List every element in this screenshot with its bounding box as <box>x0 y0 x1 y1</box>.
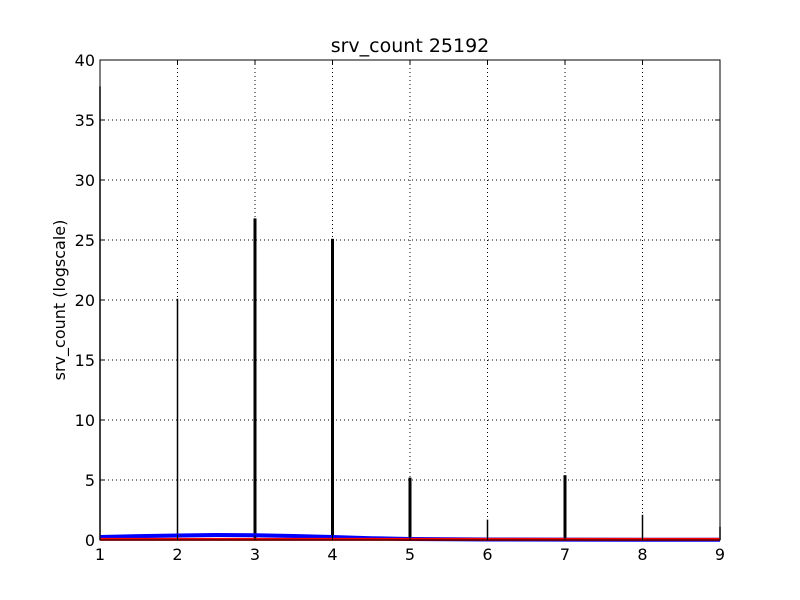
x-tick-label: 1 <box>95 545 105 564</box>
bar <box>176 298 179 540</box>
bar <box>486 519 489 540</box>
y-tick-label: 35 <box>75 111 95 130</box>
y-tick-label: 20 <box>75 291 95 310</box>
y-tick-label: 15 <box>75 351 95 370</box>
y-tick-label: 25 <box>75 231 95 250</box>
chart-title: srv_count 25192 <box>331 35 490 57</box>
x-tick-label: 8 <box>637 545 647 564</box>
y-tick-label: 5 <box>85 471 95 490</box>
y-axis-title: srv_count (logscale) <box>50 220 70 381</box>
x-tick-label: 3 <box>250 545 260 564</box>
bar <box>408 477 412 540</box>
x-tick-label: 9 <box>715 545 725 564</box>
bar <box>331 238 334 541</box>
bar <box>253 218 257 540</box>
y-tick-label: 10 <box>75 411 95 430</box>
x-tick-label: 6 <box>482 545 492 564</box>
y-tick-label: 30 <box>75 171 95 190</box>
x-tick-label: 4 <box>327 545 337 564</box>
x-tick-label: 7 <box>560 545 570 564</box>
x-tick-label: 5 <box>405 545 415 564</box>
y-tick-label: 0 <box>85 531 95 550</box>
ticks <box>99 59 721 541</box>
y-tick-label: 40 <box>75 51 95 70</box>
tick-labels: 0 5 10 15 20 25 30 35 40 1 2 3 4 5 6 7 8 9 <box>75 51 725 564</box>
x-tick-label: 2 <box>172 545 182 564</box>
bar <box>563 475 567 540</box>
bar <box>641 514 644 540</box>
